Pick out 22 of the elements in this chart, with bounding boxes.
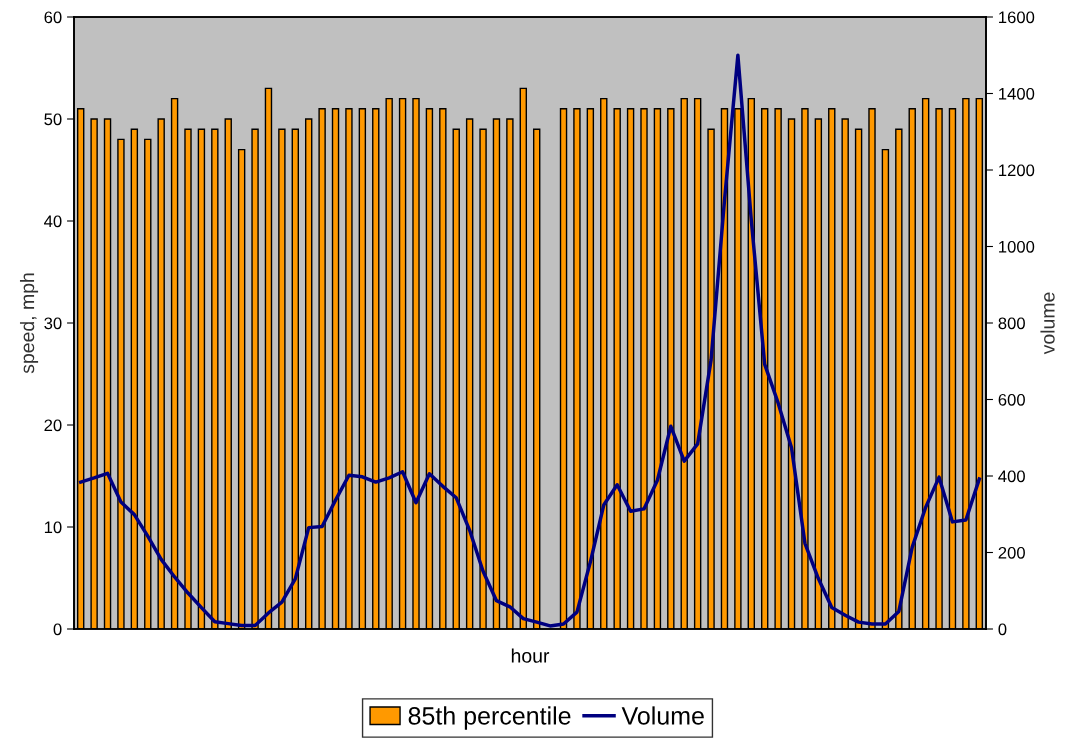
y2-tick-label: 400 xyxy=(998,470,1025,483)
y-tick-label: 40 xyxy=(44,215,62,228)
y-tick-label: 20 xyxy=(44,419,62,432)
y2-tick-label: 200 xyxy=(998,546,1025,559)
y-tick-label: 0 xyxy=(53,623,62,636)
y-tick-label: 60 xyxy=(44,11,62,24)
y2-tick-label: 600 xyxy=(998,393,1025,406)
y2-axis-title: volume xyxy=(1040,292,1055,355)
y-axis-title: speed, mph xyxy=(19,273,39,374)
y2-tick-label: 1200 xyxy=(999,164,1035,177)
line-series xyxy=(78,53,982,628)
y2-tick-label: 800 xyxy=(998,317,1025,330)
legend-label: Volume xyxy=(621,706,704,725)
y-tick-label: 10 xyxy=(44,521,62,534)
x-axis-title: hour xyxy=(511,648,550,663)
y2-tick-label: 1000 xyxy=(999,240,1035,253)
y2-tick-label: 1400 xyxy=(999,87,1035,100)
y-tick-label: 30 xyxy=(44,317,62,330)
y2-tick-label: 0 xyxy=(998,623,1007,636)
y-tick-label: 50 xyxy=(44,113,62,126)
y2-tick-label: 1600 xyxy=(999,11,1035,24)
legend-label: 85th percentile xyxy=(408,706,571,730)
